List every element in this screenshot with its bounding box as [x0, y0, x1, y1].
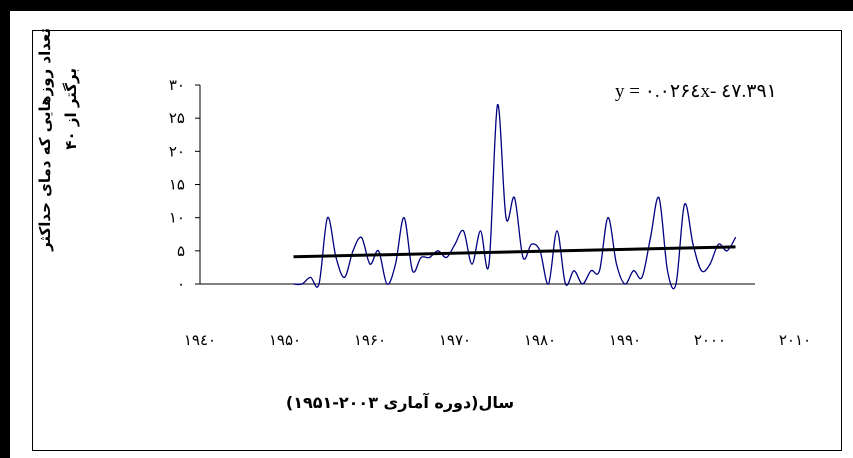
x-tick-label: ۱۹۸۰: [524, 333, 556, 349]
series-point: [343, 276, 346, 278]
series-point: [352, 250, 354, 252]
series-point: [675, 283, 677, 285]
series-point: [462, 230, 465, 232]
series-point: [624, 283, 626, 285]
series-point: [394, 263, 397, 265]
series-point: [632, 270, 635, 272]
series-point: [573, 270, 575, 272]
series-point: [709, 263, 711, 265]
series-point: [522, 256, 524, 259]
series-point: [615, 263, 618, 265]
series-point: [607, 217, 609, 219]
series-point: [301, 283, 303, 285]
x-tick-label: ۱۹۶۰: [354, 333, 386, 349]
series-point: [428, 256, 431, 259]
series-point: [581, 283, 584, 285]
x-axis-label: سال(دوره آماری ۲۰۰۳-۱۹۵۱): [285, 393, 515, 412]
series-point: [309, 276, 312, 278]
series-point: [505, 217, 507, 219]
y-tick-label: ۰: [177, 277, 185, 293]
y-tick-label: ۲۵: [169, 111, 185, 127]
series-point: [513, 197, 516, 199]
y-tick-label: ۵: [177, 244, 185, 260]
series-point: [318, 283, 320, 285]
series-point: [479, 230, 482, 232]
series-point: [726, 250, 728, 252]
series-point: [496, 104, 499, 106]
trendline-equation: y = ۰.۰۲۶٤x- ٤٧.٣٩١: [615, 81, 777, 102]
series-point: [411, 270, 414, 272]
series-line: [293, 104, 737, 290]
series-point: [369, 263, 371, 265]
series-point: [530, 243, 533, 245]
x-tick-label: ۲۰۱۰: [779, 333, 811, 349]
series-point: [556, 230, 558, 232]
series-point: [717, 243, 720, 245]
x-tick-label: ۱۹۵۰: [269, 333, 301, 349]
series-point: [649, 236, 652, 239]
y-tick-label: ۲۰: [169, 144, 185, 160]
series-point: [734, 236, 737, 239]
y-tick-label: ۱۰: [169, 211, 185, 227]
y-tick-label: ۳۰: [169, 78, 185, 94]
y-axis-label-line1: تعداد روزهایی که دمای حداکثر: [36, 28, 54, 251]
x-tick-label: ۱۹۹۰: [609, 333, 641, 349]
series-point: [437, 250, 439, 252]
series-point: [658, 197, 660, 199]
x-tick-label: ۱۹٤۰: [184, 333, 216, 349]
series-point: [683, 203, 686, 205]
series-point: [403, 217, 405, 219]
trendline: [293, 245, 736, 259]
series-point: [564, 283, 567, 285]
series-point: [590, 270, 592, 272]
series-point: [488, 263, 490, 265]
series-point: [641, 276, 643, 278]
y-axis-label: تعداد روزهایی که دمای حداکثر برگتر از ۴۰: [34, 28, 94, 288]
series-point: [377, 250, 380, 252]
series-point: [360, 236, 363, 239]
series-point: [471, 263, 473, 265]
series-point: [598, 270, 601, 272]
series-point: [445, 256, 448, 259]
series-point: [692, 243, 694, 245]
series-point: [326, 217, 329, 219]
chart-border: [32, 30, 842, 451]
x-tick-label: ۲۰۰۰: [694, 333, 726, 349]
series-point: [386, 283, 388, 285]
y-tick-label: ۱۵: [169, 178, 185, 194]
series-point: [700, 270, 703, 272]
series-point: [292, 283, 295, 285]
series-point: [666, 270, 669, 272]
series-point: [547, 283, 550, 285]
series-point: [454, 243, 456, 245]
series-point: [420, 256, 422, 259]
y-axis-label-line2: برگتر از ۴۰: [62, 68, 80, 150]
x-tick-label: ۱۹۷۰: [439, 333, 471, 349]
